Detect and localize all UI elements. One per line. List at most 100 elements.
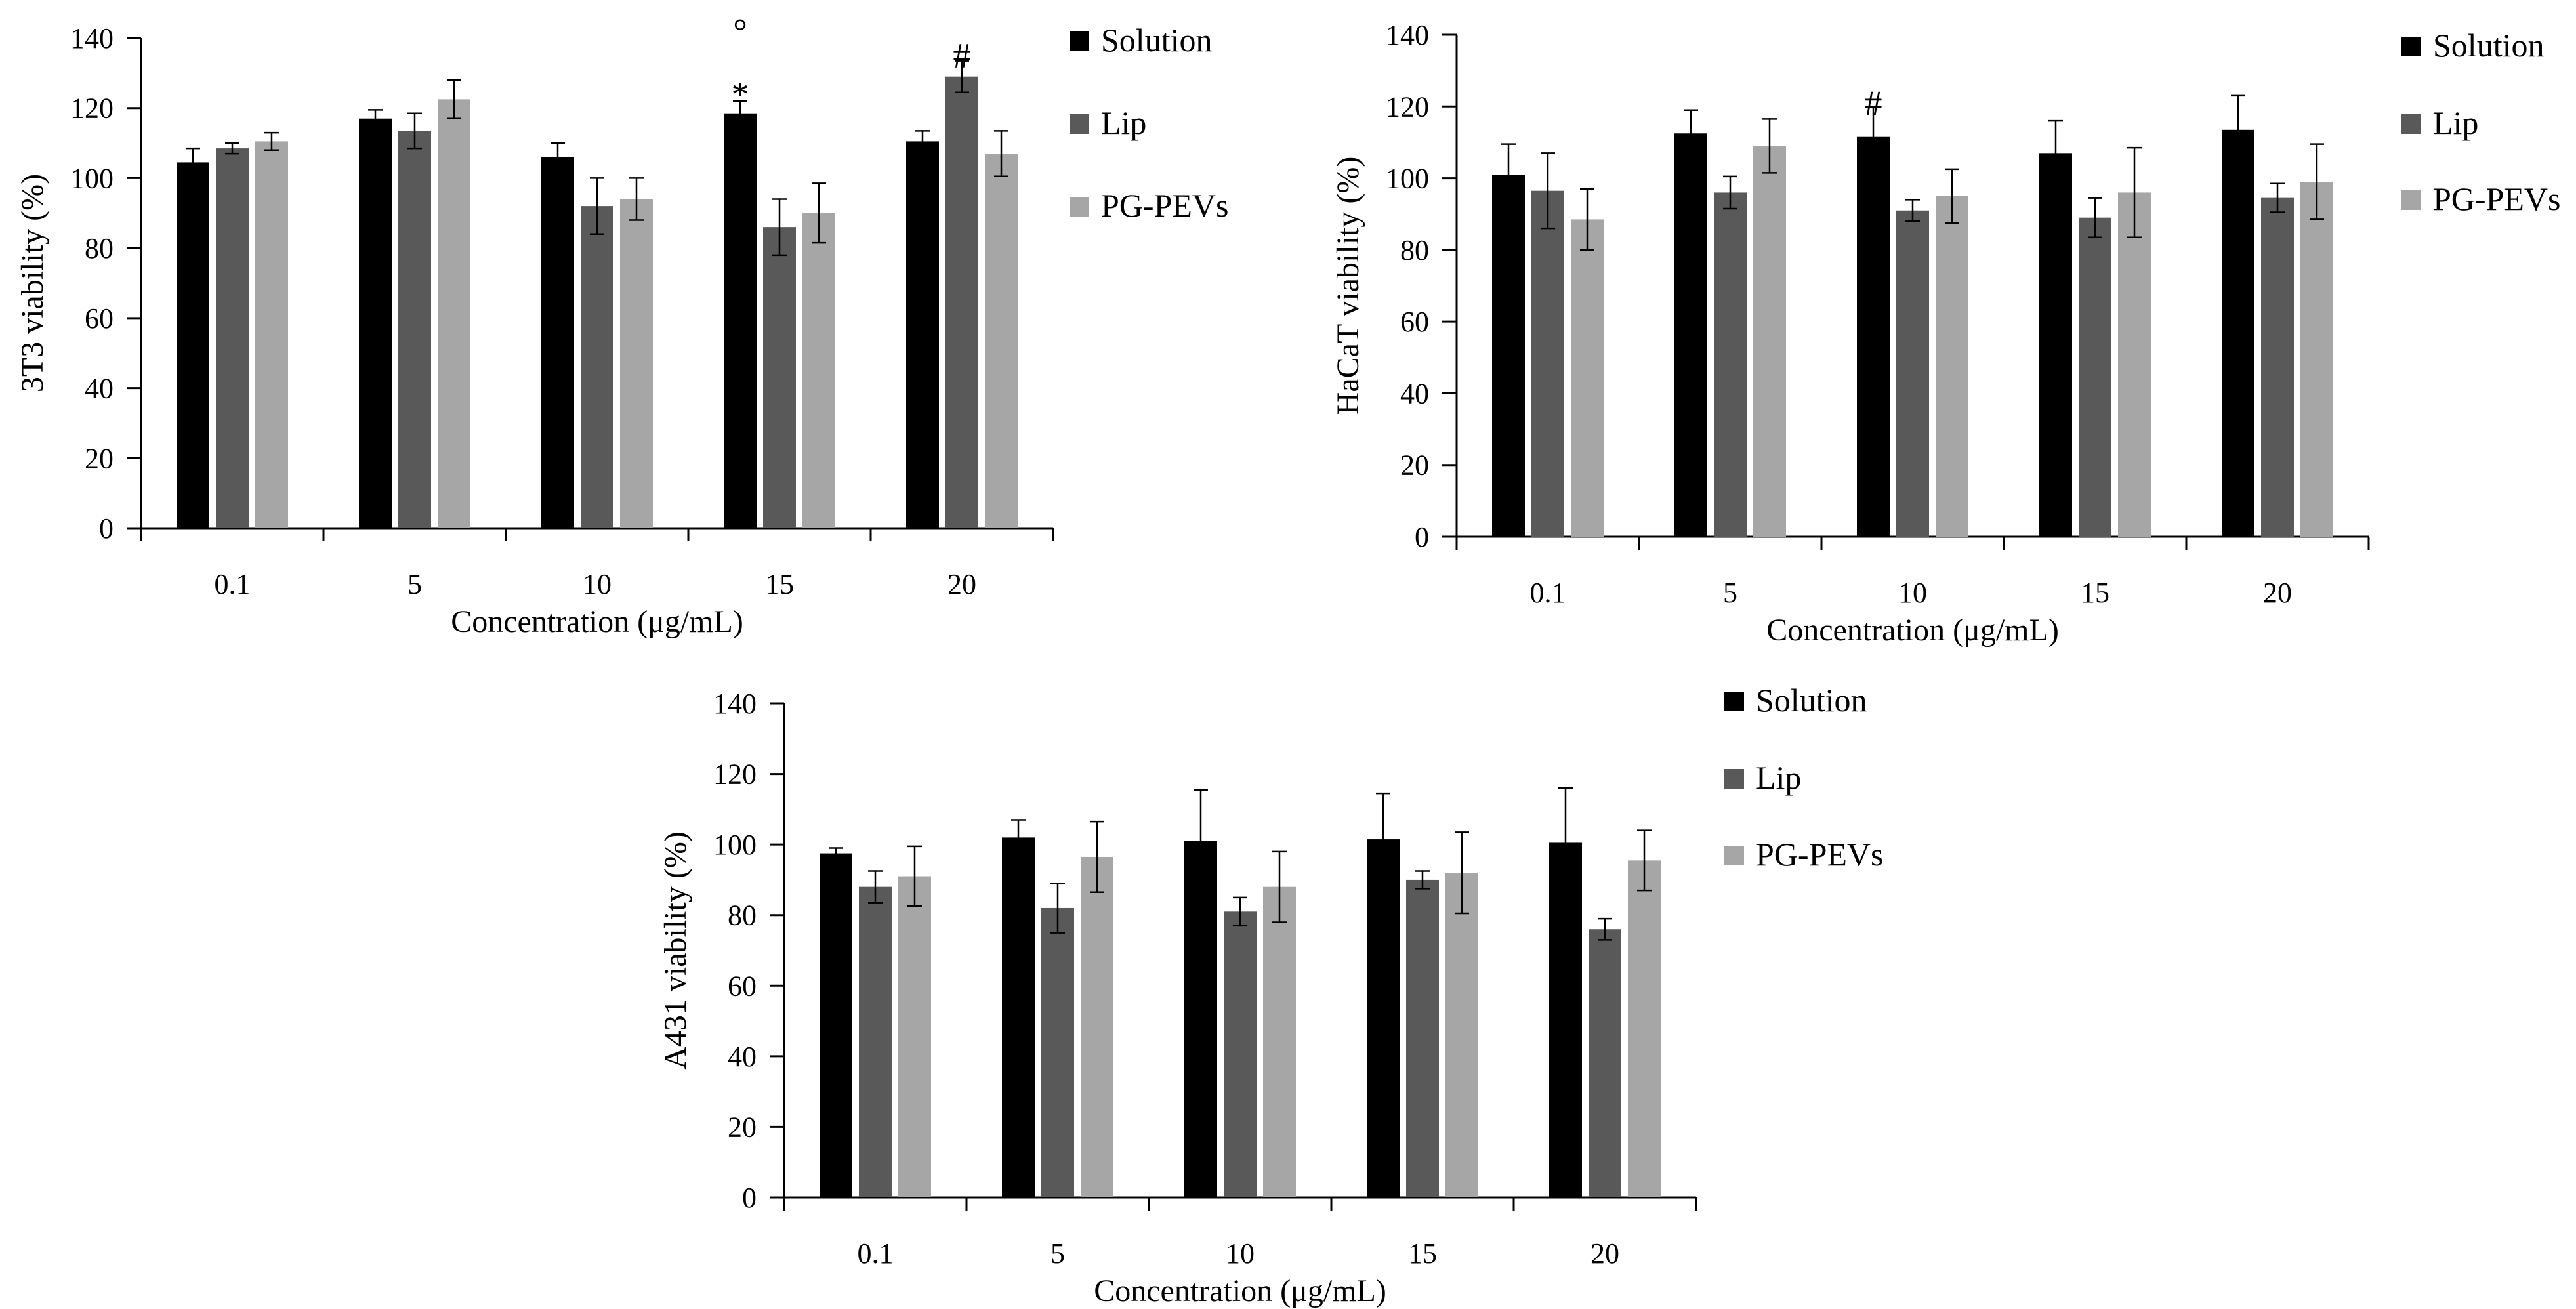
bar-solution-15 xyxy=(2039,153,2072,537)
legend-label: Solution xyxy=(1756,682,1867,718)
y-tick-label: 100 xyxy=(713,829,757,861)
x-tick-label: 10 xyxy=(1226,1237,1255,1270)
y-tick-label: 100 xyxy=(70,162,114,194)
bar-solution-15 xyxy=(1367,839,1400,1197)
bar-pg-pevs-15 xyxy=(802,213,835,528)
bar-lip-10 xyxy=(581,206,613,528)
legend-swatch xyxy=(1070,114,1089,134)
bar-solution-5 xyxy=(1674,133,1707,537)
legend-label: Lip xyxy=(1756,759,1801,796)
bar-pg-pevs-15 xyxy=(1445,873,1478,1197)
legend-swatch xyxy=(1070,31,1089,51)
x-tick-label: 0.1 xyxy=(858,1237,894,1270)
y-tick-label: 60 xyxy=(1400,306,1429,338)
bar-lip-15 xyxy=(763,227,796,528)
bar-solution-20 xyxy=(1549,842,1582,1197)
y-axis-title: HaCaT viability (%) xyxy=(1331,157,1365,415)
legend-swatch xyxy=(1070,197,1089,217)
bar-solution-0-1 xyxy=(177,162,209,529)
y-tick-label: 20 xyxy=(1400,449,1429,482)
bar-pg-pevs-0-1 xyxy=(1571,219,1604,537)
bar-solution-0-1 xyxy=(1492,175,1525,537)
legend-label: Lip xyxy=(1101,104,1146,141)
bar-solution-10 xyxy=(1184,841,1217,1197)
bar-pg-pevs-15 xyxy=(2118,192,2151,537)
y-tick-label: 140 xyxy=(70,22,114,54)
bar-pg-pevs-20 xyxy=(1628,860,1661,1197)
significance-marker: ° xyxy=(733,11,747,51)
chart-a431-viability: 0 20 40 60 80 100 120 140 0.1 5 10 15 20 A431 viabili… xyxy=(658,682,1883,1308)
x-tick-label: 15 xyxy=(2081,577,2109,609)
bar-lip-0-1 xyxy=(1531,190,1564,537)
y-tick-label: 140 xyxy=(1386,19,1429,51)
bar-solution-10 xyxy=(541,157,574,528)
bar-lip-0-1 xyxy=(859,886,892,1197)
x-tick-label: 0.1 xyxy=(215,568,251,600)
y-tick-label: 120 xyxy=(713,758,757,791)
x-tick-label: 10 xyxy=(1898,577,1927,609)
y-tick-label: 60 xyxy=(85,302,114,335)
bar-pg-pevs-5 xyxy=(1081,856,1113,1197)
y-tick-label: 80 xyxy=(85,232,114,264)
x-tick-label: 20 xyxy=(947,568,976,600)
legend-swatch xyxy=(1724,692,1744,711)
chart-hacat-viability: 0 20 40 60 80 100 120 140 0.1 5 10 15 20 # HaCaT viabi… xyxy=(1331,19,2560,648)
chart-3t3-viability: 0 20 40 60 80 100 120 140 0.1 5 10 15 20 * ° #3T3 viabi… xyxy=(15,11,1228,639)
y-tick-label: 120 xyxy=(1386,91,1429,123)
x-tick-label: 20 xyxy=(2263,577,2292,609)
bar-lip-20 xyxy=(1589,929,1621,1197)
x-axis-title: Concentration (μg/mL) xyxy=(451,604,743,639)
bar-lip-15 xyxy=(2079,217,2111,537)
bar-solution-15 xyxy=(724,113,757,529)
y-axis-title: 3T3 viability (%) xyxy=(15,174,50,392)
bar-lip-0-1 xyxy=(216,148,249,528)
legend-label: PG-PEVs xyxy=(2433,180,2560,217)
y-tick-label: 80 xyxy=(1400,234,1429,266)
bar-lip-15 xyxy=(1406,879,1439,1197)
y-tick-label: 40 xyxy=(728,1041,757,1073)
x-tick-label: 20 xyxy=(1590,1237,1619,1270)
bar-lip-5 xyxy=(1041,907,1074,1197)
legend-swatch xyxy=(2401,190,2421,210)
bar-solution-0-1 xyxy=(820,853,852,1197)
y-tick-label: 80 xyxy=(728,900,757,932)
legend-label: Solution xyxy=(2433,27,2544,64)
legend-swatch xyxy=(2401,37,2421,56)
y-tick-label: 120 xyxy=(70,93,114,125)
bar-pg-pevs-10 xyxy=(620,199,653,528)
x-tick-label: 15 xyxy=(1408,1237,1437,1270)
y-tick-label: 20 xyxy=(85,442,114,474)
bar-pg-pevs-0-1 xyxy=(255,141,288,528)
x-tick-label: 5 xyxy=(407,568,422,600)
x-axis-title: Concentration (μg/mL) xyxy=(1766,613,2059,648)
x-tick-label: 10 xyxy=(583,568,612,600)
legend-swatch xyxy=(1724,769,1744,789)
bar-solution-10 xyxy=(1857,136,1890,537)
significance-marker: # xyxy=(953,36,971,75)
legend-swatch xyxy=(2401,114,2421,134)
bar-pg-pevs-10 xyxy=(1936,196,1968,537)
bar-pg-pevs-20 xyxy=(985,154,1018,529)
bar-solution-20 xyxy=(2222,129,2254,537)
bar-lip-5 xyxy=(398,131,431,528)
y-tick-label: 20 xyxy=(728,1111,757,1143)
y-tick-label: 60 xyxy=(728,970,757,1002)
bar-pg-pevs-0-1 xyxy=(898,876,931,1197)
legend-label: Solution xyxy=(1101,22,1212,58)
x-axis-title: Concentration (μg/mL) xyxy=(1094,1274,1386,1308)
legend-label: PG-PEVs xyxy=(1101,187,1228,224)
x-tick-label: 15 xyxy=(765,568,794,600)
legend-label: Lip xyxy=(2433,104,2478,141)
bar-pg-pevs-5 xyxy=(1753,146,1786,537)
bar-lip-20 xyxy=(2261,197,2294,537)
y-tick-label: 100 xyxy=(1386,163,1429,195)
bar-pg-pevs-10 xyxy=(1263,886,1296,1197)
significance-marker: # xyxy=(1865,83,1882,123)
y-tick-label: 0 xyxy=(742,1182,757,1214)
x-tick-label: 5 xyxy=(1723,577,1737,609)
y-tick-label: 0 xyxy=(99,512,114,545)
bar-solution-5 xyxy=(359,118,392,528)
y-axis-title: A431 viability (%) xyxy=(658,831,693,1070)
bar-lip-10 xyxy=(1896,210,1929,537)
